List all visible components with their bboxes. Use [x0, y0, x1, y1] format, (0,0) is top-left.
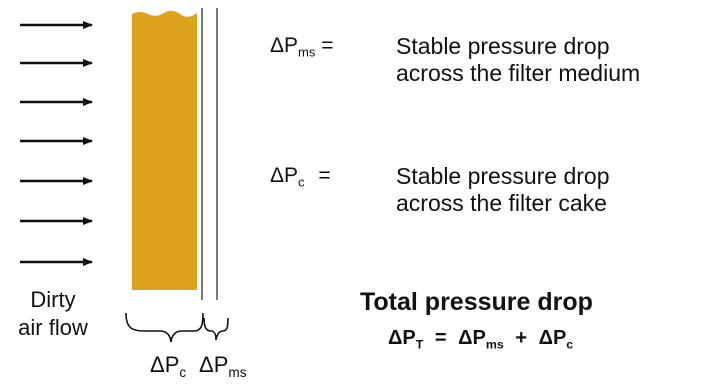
definition-term-cake: ΔPc =	[270, 164, 331, 190]
cake-brace-icon	[125, 312, 204, 343]
total-equation: ΔPT = ΔPms + ΔPc	[388, 327, 574, 352]
definition-term-medium: ΔPms =	[270, 34, 334, 60]
medium-pressure-label: ΔPms	[199, 352, 247, 380]
total-title: Total pressure drop	[360, 288, 593, 316]
definition-text-cake: Stable pressure drop across the filter c…	[396, 163, 610, 216]
filter-cake	[132, 10, 197, 291]
dirty-air-flow-label: Dirty air flow	[18, 287, 88, 340]
definition-text-medium: Stable pressure drop across the filter m…	[396, 33, 641, 86]
medium-brace-icon	[203, 317, 229, 341]
cake-pressure-label: ΔPc	[150, 352, 187, 380]
